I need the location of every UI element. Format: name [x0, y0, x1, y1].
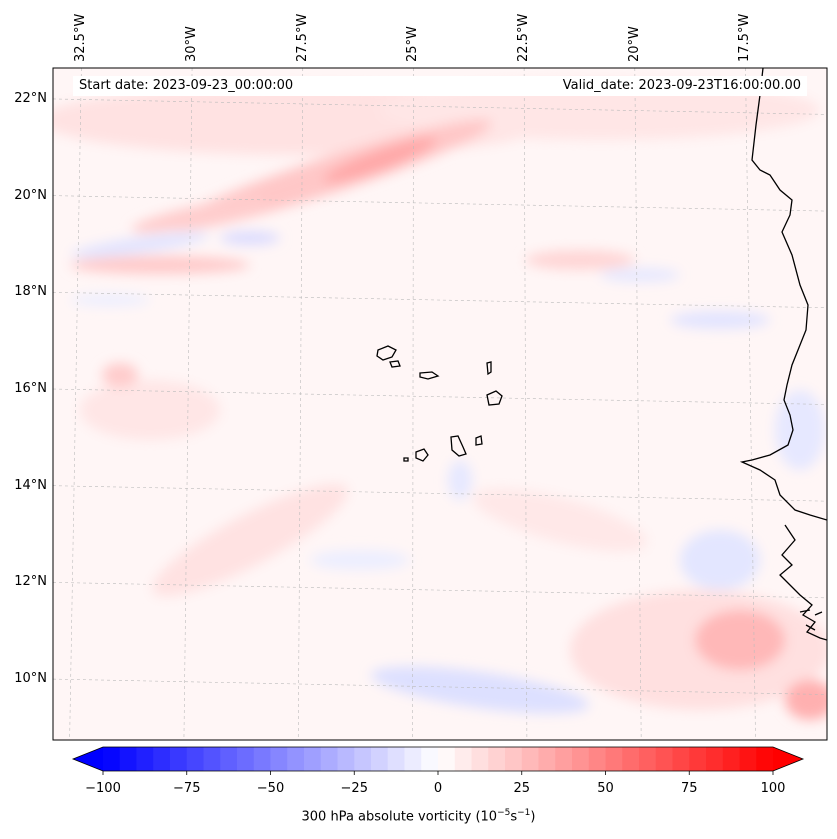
- latitude-label: 18°N: [14, 284, 47, 300]
- colorbar-bin: [153, 747, 171, 771]
- longitude-label: 25°W: [405, 26, 421, 62]
- colorbar-bin: [588, 747, 606, 771]
- longitude-label: 22.5°W: [516, 13, 532, 62]
- meridian-gridline: [523, 68, 528, 740]
- coastlines: [376, 68, 827, 641]
- date-info-bar: Start date: 2023-09-23_00:00:00 Valid_da…: [73, 76, 807, 96]
- colorbar-bin: [203, 747, 221, 771]
- colorbar-bin: [170, 747, 188, 771]
- colorbar-tick-label: 0: [433, 781, 443, 796]
- start-date-label: Start date: 2023-09-23_00:00:00: [79, 78, 294, 93]
- valid-date-label: Valid_date: 2023-09-23T16:00:00.00: [562, 78, 801, 93]
- colorbar-bin: [605, 747, 623, 771]
- colorbar-bin: [337, 747, 355, 771]
- meridian-gridline: [745, 68, 756, 740]
- colorbar-bin: [521, 747, 539, 771]
- colorbar-bin: [471, 747, 489, 771]
- colorbar-tick-label: −25: [340, 781, 368, 796]
- colorbar-title-unit: s: [510, 809, 518, 825]
- colorbar: [71, 746, 805, 775]
- longitude-label: 27.5°W: [294, 13, 310, 62]
- meridian-gridline: [183, 68, 193, 740]
- latitude-label: 12°N: [14, 574, 47, 590]
- colorbar-bin: [689, 747, 707, 771]
- colorbar-title-exp1: −5: [497, 808, 511, 818]
- colorbar-bin: [639, 747, 657, 771]
- colorbar-tick-label: 75: [680, 781, 698, 796]
- colorbar-tick-label: −75: [173, 781, 201, 796]
- african-coastline: [739, 68, 827, 521]
- colorbar-bin: [270, 747, 288, 771]
- colorbar-bin: [371, 747, 389, 771]
- colorbar-title-exp2: −1: [517, 808, 531, 818]
- santiago-island: [450, 435, 467, 457]
- colorbar-tick-label: −100: [85, 781, 121, 796]
- meridian-gridline: [412, 68, 414, 740]
- map-frame: [52, 67, 828, 741]
- colorbar-bin: [706, 747, 724, 771]
- longitude-label: 32.5°W: [73, 13, 89, 62]
- latitude-label: 14°N: [14, 477, 47, 493]
- map-gridlines: [53, 68, 827, 740]
- colorbar-bin: [354, 747, 372, 771]
- map-plot-area: [53, 68, 827, 740]
- latitude-label: 16°N: [14, 381, 47, 396]
- coast-gambia-guinea: [779, 524, 827, 641]
- colorbar-bin: [538, 747, 556, 771]
- latitude-label: 20°N: [14, 187, 47, 203]
- latitude-label: 10°N: [14, 671, 47, 687]
- sao-nicolau-island: [419, 371, 440, 380]
- colorbar-title: 300 hPa absolute vorticity (10−5s−1): [0, 808, 837, 824]
- colorbar-bin: [454, 747, 472, 771]
- longitude-label: 20°W: [626, 26, 642, 62]
- sal-island: [486, 361, 492, 376]
- bissagos-islands: [799, 609, 823, 631]
- meridian-gridline: [297, 68, 304, 740]
- meridian-gridline: [69, 68, 82, 740]
- colorbar-bin: [722, 747, 740, 771]
- colorbar-bin: [237, 747, 255, 771]
- colorbar-bin: [438, 747, 456, 771]
- colorbar-bin: [655, 747, 673, 771]
- colorbar-title-end: ): [530, 809, 536, 825]
- colorbar-tick-label: 50: [597, 781, 614, 796]
- colorbar-tick-label: 100: [760, 781, 786, 796]
- meridian-gridline: [634, 68, 642, 740]
- longitude-label: 30°W: [184, 26, 200, 62]
- colorbar-bin: [304, 747, 322, 771]
- santo-antao-island: [376, 345, 397, 361]
- colorbar-bin: [387, 747, 405, 771]
- boa-vista-island: [486, 390, 503, 406]
- colorbar-bin: [320, 747, 338, 771]
- colorbar-bin: [505, 747, 523, 771]
- colorbar-bin: [572, 747, 590, 771]
- colorbar-bin: [186, 747, 204, 771]
- colorbar-extend-high: [773, 747, 803, 771]
- colorbar-title-text: 300 hPa absolute vorticity (10: [301, 809, 498, 825]
- colorbar-bin: [421, 747, 439, 771]
- colorbar-tick-label: 25: [513, 781, 531, 796]
- colorbar-bin: [103, 747, 121, 771]
- colorbar-bin: [622, 747, 640, 771]
- sao-vicente-island: [389, 360, 401, 368]
- colorbar-bin: [220, 747, 238, 771]
- colorbar-bin: [555, 747, 573, 771]
- longitude-label: 17.5°W: [737, 13, 753, 62]
- fogo-island: [415, 448, 429, 462]
- colorbar-extend-low: [73, 747, 103, 771]
- colorbar-bin: [672, 747, 690, 771]
- colorbar-bin: [756, 747, 774, 771]
- colorbar-bin: [136, 747, 154, 771]
- maio-island: [475, 435, 483, 446]
- colorbar-bin: [287, 747, 305, 771]
- brava-island: [403, 457, 409, 462]
- latitude-label: 22°N: [14, 90, 47, 106]
- colorbar-bin: [253, 747, 271, 771]
- colorbar-bin: [739, 747, 757, 771]
- colorbar-bin: [488, 747, 506, 771]
- colorbar-bin: [119, 747, 137, 771]
- colorbar-bin: [404, 747, 422, 771]
- colorbar-tick-label: −50: [256, 781, 285, 796]
